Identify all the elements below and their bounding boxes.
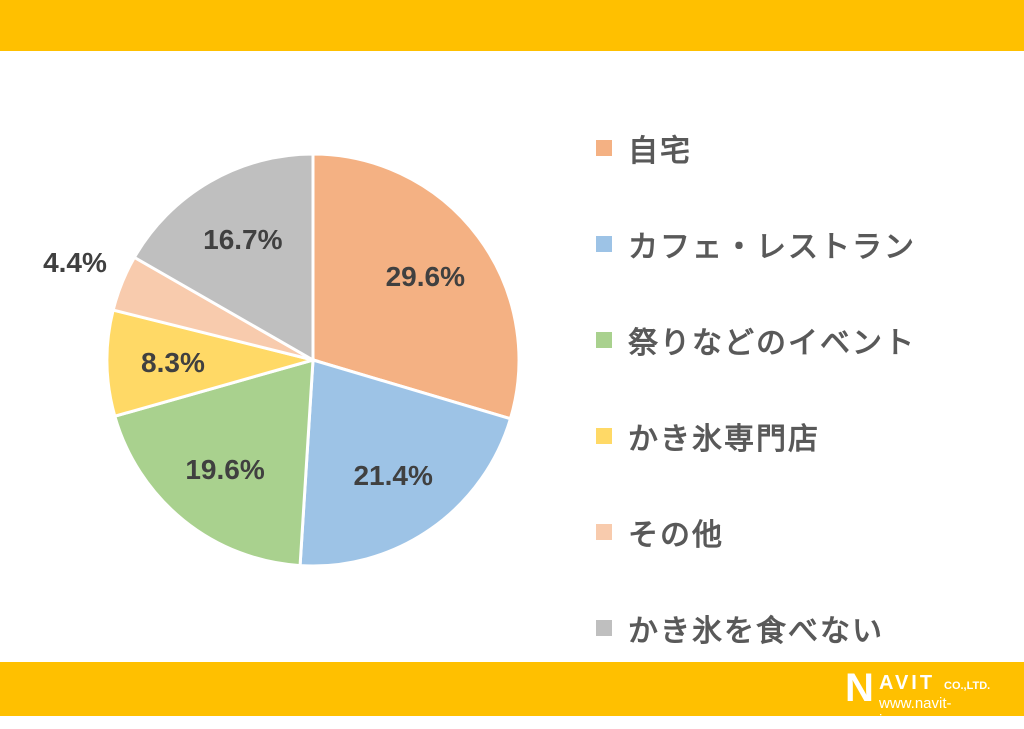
legend-swatch <box>596 332 612 348</box>
legend-item: かき氷を食べない <box>596 580 916 676</box>
data-label: 4.4% <box>43 247 107 278</box>
data-label: 29.6% <box>386 261 465 292</box>
legend-item: かき氷専門店 <box>596 388 916 484</box>
data-label: 8.3% <box>141 347 205 378</box>
logo-company: CO.,LTD. <box>944 680 991 692</box>
legend-label: 自宅 <box>628 134 692 169</box>
legend-item: カフェ・レストラン <box>596 196 916 292</box>
legend: 自宅 カフェ・レストラン 祭りなどのイベント かき氷専門店 その他 かき氷を食べ… <box>596 100 916 676</box>
legend-swatch <box>596 140 612 156</box>
top-banner <box>0 0 1024 51</box>
legend-label: カフェ・レストラン <box>628 230 916 265</box>
legend-label: その他 <box>628 518 724 553</box>
legend-swatch <box>596 620 612 636</box>
logo-initial: N <box>845 666 874 710</box>
legend-label: 祭りなどのイベント <box>628 326 916 361</box>
pie-slice <box>112 357 315 568</box>
bottom-banner <box>0 662 1024 716</box>
logo-url: www.navit-j.com <box>879 695 952 729</box>
legend-item: 自宅 <box>596 100 916 196</box>
logo-name: AVIT <box>879 672 936 694</box>
legend-item: その他 <box>596 484 916 580</box>
data-label: 21.4% <box>353 460 432 491</box>
legend-swatch <box>596 524 612 540</box>
pie-slice <box>311 152 521 421</box>
pie-slice <box>298 358 513 568</box>
legend-swatch <box>596 428 612 444</box>
pie-slice <box>105 308 319 419</box>
legend-item: 祭りなどのイベント <box>596 292 916 388</box>
legend-label: かき氷専門店 <box>628 422 820 457</box>
legend-label: かき氷を食べない <box>628 614 884 649</box>
data-label: 19.6% <box>185 454 264 485</box>
data-label: 16.7% <box>203 224 282 255</box>
pie-slice <box>132 152 315 363</box>
legend-swatch <box>596 236 612 252</box>
